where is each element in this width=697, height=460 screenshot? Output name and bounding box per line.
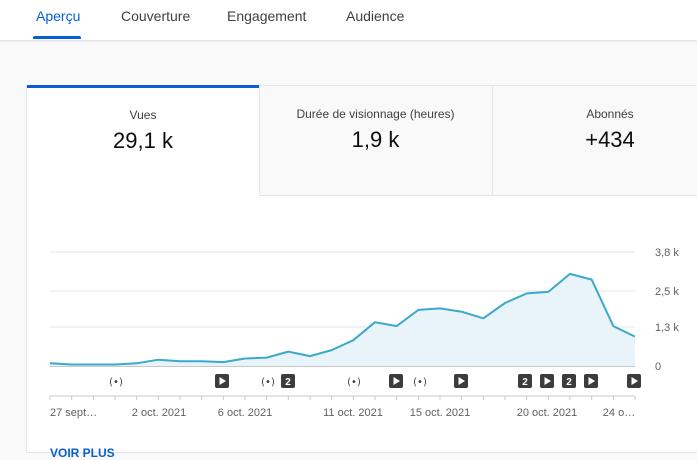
play-icon — [631, 377, 638, 385]
marker-count-label: 2 — [285, 377, 291, 388]
metric-subscribers-value: +434 — [585, 127, 635, 152]
y-tick-label: 0 — [655, 361, 661, 373]
data-point[interactable] — [459, 309, 465, 315]
x-tick-label: 27 sept… — [50, 407, 97, 419]
active-tab-indicator — [33, 36, 81, 39]
data-point[interactable] — [307, 353, 313, 359]
data-point[interactable] — [480, 315, 486, 321]
play-icon — [458, 377, 465, 385]
views-series-line — [49, 272, 636, 366]
metric-views-label: Vues — [129, 108, 157, 122]
y-tick-label: 1,3 k — [655, 322, 679, 334]
live-stream-icon[interactable]: (•) — [347, 377, 361, 388]
metric-watch-time-value: 1,9 k — [351, 127, 400, 152]
play-icon — [588, 377, 595, 385]
data-point[interactable] — [589, 277, 595, 283]
data-point[interactable] — [134, 360, 140, 366]
data-point[interactable] — [415, 307, 421, 313]
x-tick-label: 15 oct. 2021 — [410, 407, 471, 419]
tab-couverture[interactable]: Couverture — [121, 8, 191, 24]
metric-subscribers-label: Abonnés — [586, 107, 634, 121]
live-stream-icon[interactable]: (•) — [261, 377, 275, 388]
metric-watch-time-label: Durée de visionnage (heures) — [296, 107, 455, 121]
grouped-marker-badge[interactable] — [281, 374, 295, 388]
data-point[interactable] — [90, 362, 96, 368]
data-point[interactable] — [524, 290, 530, 296]
data-point[interactable] — [177, 358, 183, 364]
data-point[interactable] — [437, 305, 443, 311]
live-stream-icon[interactable]: (•) — [413, 377, 427, 388]
marker-count-label: 2 — [566, 377, 572, 388]
see-more-link[interactable]: VOIR PLUS — [50, 446, 115, 460]
data-point[interactable] — [394, 323, 400, 329]
x-tick-label: 2 oct. 2021 — [132, 407, 186, 419]
live-stream-icon[interactable]: (•) — [109, 377, 123, 388]
x-tick-label: 6 oct. 2021 — [218, 407, 272, 419]
play-icon — [393, 377, 400, 385]
x-tick-label: 24 o… — [603, 407, 635, 419]
top-tab-bar: Aperçu Couverture Engagement Audience — [0, 0, 697, 40]
metric-subscribers[interactable]: Abonnés +434 — [492, 86, 697, 196]
metric-views-value: 29,1 k — [113, 128, 173, 153]
x-tick-label: 11 oct. 2021 — [323, 407, 383, 419]
data-point[interactable] — [264, 355, 270, 361]
data-point[interactable] — [372, 319, 378, 325]
data-point[interactable] — [285, 349, 291, 355]
metric-views[interactable]: Vues 29,1 k — [27, 85, 259, 195]
data-point[interactable] — [567, 271, 573, 277]
tab-audience[interactable]: Audience — [346, 8, 405, 24]
views-area-fill — [50, 273, 635, 366]
data-point[interactable] — [350, 337, 356, 343]
data-point[interactable] — [199, 358, 205, 364]
play-icon — [544, 377, 551, 385]
y-tick-label: 3,8 k — [655, 247, 679, 259]
data-point[interactable] — [69, 362, 75, 368]
tab-apercu[interactable]: Aperçu — [36, 8, 81, 24]
x-tick-label: 20 oct. 2021 — [517, 407, 578, 419]
data-point[interactable] — [632, 334, 638, 340]
y-tick-label: 2,5 k — [655, 286, 679, 298]
data-point[interactable] — [220, 359, 226, 365]
metric-watch-time[interactable]: Durée de visionnage (heures) 1,9 k — [259, 86, 492, 196]
data-point[interactable] — [47, 360, 53, 366]
metric-divider — [492, 86, 493, 196]
grouped-marker-badge[interactable] — [562, 374, 576, 388]
metric-divider — [259, 86, 260, 196]
data-point[interactable] — [502, 300, 508, 306]
grouped-marker-badge[interactable] — [518, 374, 532, 388]
data-point[interactable] — [155, 357, 161, 363]
play-icon — [219, 377, 226, 385]
data-point[interactable] — [610, 323, 616, 329]
marker-count-label: 2 — [522, 377, 528, 388]
data-point[interactable] — [112, 362, 118, 368]
analytics-card: Vues 29,1 k Durée de visionnage (heures)… — [26, 85, 697, 453]
data-point[interactable] — [242, 356, 248, 362]
data-point[interactable] — [329, 347, 335, 353]
tab-engagement[interactable]: Engagement — [227, 8, 307, 24]
data-point[interactable] — [545, 289, 551, 295]
